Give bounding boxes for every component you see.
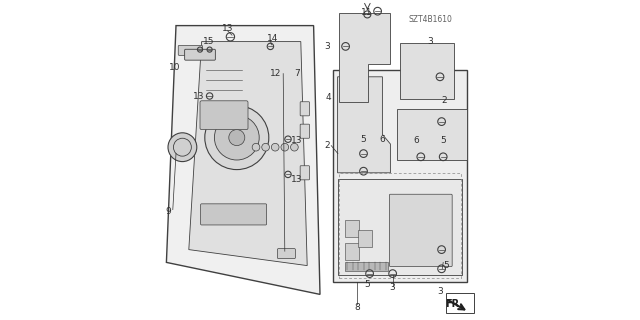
FancyBboxPatch shape xyxy=(346,262,388,271)
Circle shape xyxy=(281,143,289,151)
Circle shape xyxy=(262,143,269,151)
Text: 13: 13 xyxy=(291,136,303,145)
FancyBboxPatch shape xyxy=(201,204,267,225)
Text: 11: 11 xyxy=(361,8,372,17)
Polygon shape xyxy=(338,179,462,275)
Text: 3: 3 xyxy=(437,287,443,296)
Text: 3: 3 xyxy=(427,37,433,46)
Text: FR.: FR. xyxy=(445,299,463,309)
Text: 13: 13 xyxy=(223,24,234,33)
FancyBboxPatch shape xyxy=(184,49,215,60)
Circle shape xyxy=(168,133,197,162)
Text: 2: 2 xyxy=(324,141,330,150)
Circle shape xyxy=(205,106,269,170)
Circle shape xyxy=(271,143,279,151)
FancyBboxPatch shape xyxy=(178,45,202,55)
Text: 10: 10 xyxy=(169,63,180,72)
FancyBboxPatch shape xyxy=(300,102,310,116)
Text: 2: 2 xyxy=(442,96,447,105)
Text: 5: 5 xyxy=(440,136,445,145)
Circle shape xyxy=(291,143,298,151)
Text: 13: 13 xyxy=(291,175,303,184)
FancyBboxPatch shape xyxy=(346,243,359,260)
Polygon shape xyxy=(166,26,320,294)
Text: 3: 3 xyxy=(324,42,330,51)
Polygon shape xyxy=(339,13,390,102)
FancyBboxPatch shape xyxy=(300,124,310,138)
Text: 5: 5 xyxy=(443,261,449,270)
FancyBboxPatch shape xyxy=(200,101,248,130)
Text: 9: 9 xyxy=(166,207,172,216)
Text: 3: 3 xyxy=(388,284,394,292)
Text: SZT4B1610: SZT4B1610 xyxy=(409,15,453,24)
Polygon shape xyxy=(189,42,307,266)
Text: 5: 5 xyxy=(365,280,370,289)
Text: 14: 14 xyxy=(268,34,278,43)
Circle shape xyxy=(252,143,260,151)
Text: 6: 6 xyxy=(413,136,419,145)
Text: 13: 13 xyxy=(193,92,205,100)
Text: 15: 15 xyxy=(204,37,214,46)
Text: 7: 7 xyxy=(294,69,300,78)
FancyBboxPatch shape xyxy=(278,249,296,259)
Circle shape xyxy=(229,130,245,146)
Text: 8: 8 xyxy=(354,303,360,312)
FancyBboxPatch shape xyxy=(358,230,371,247)
FancyBboxPatch shape xyxy=(300,166,310,180)
Text: 4: 4 xyxy=(326,93,332,102)
Text: 12: 12 xyxy=(270,69,282,78)
Polygon shape xyxy=(397,109,467,160)
Polygon shape xyxy=(400,43,454,99)
Polygon shape xyxy=(333,70,467,282)
Polygon shape xyxy=(338,77,390,173)
Text: 6: 6 xyxy=(380,135,385,144)
FancyBboxPatch shape xyxy=(389,194,452,267)
FancyBboxPatch shape xyxy=(346,220,359,237)
Circle shape xyxy=(214,115,259,160)
Text: 5: 5 xyxy=(360,135,366,144)
